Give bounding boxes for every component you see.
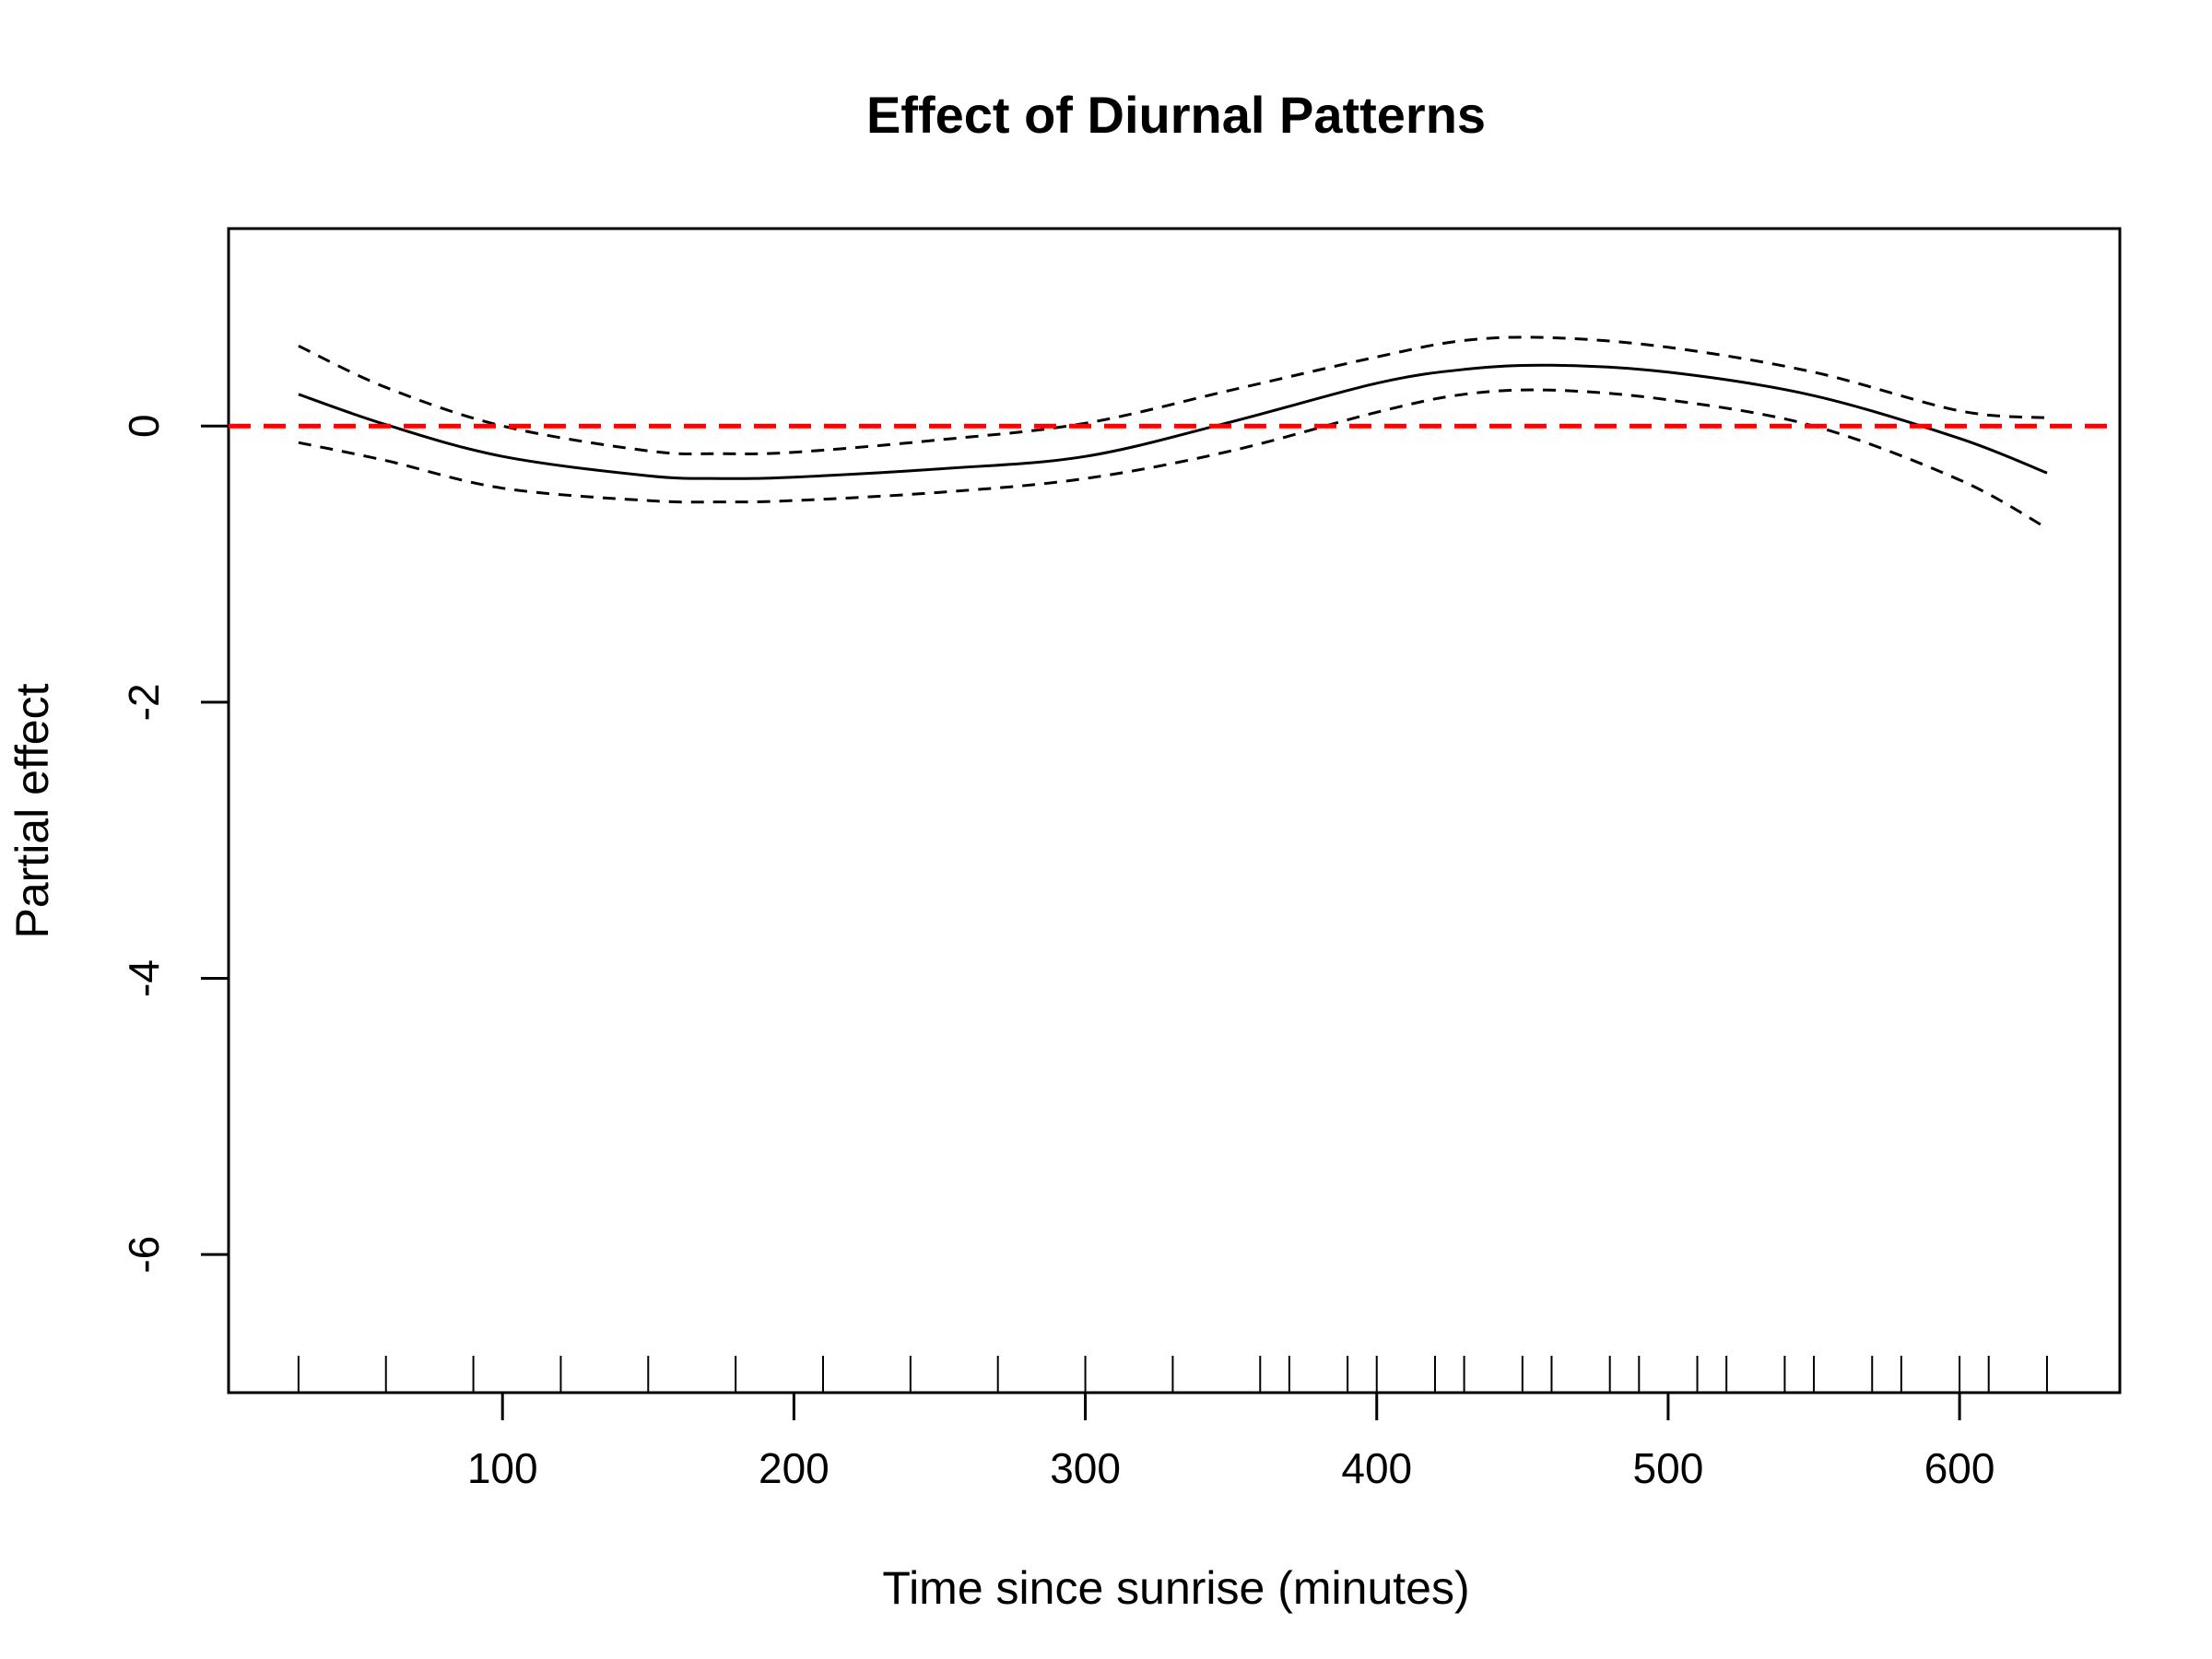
series-estimate-line — [298, 363, 2048, 480]
x-tick-label: 400 — [1341, 1444, 1412, 1492]
y-tick-label: -6 — [120, 1236, 168, 1274]
plot-area — [229, 335, 2120, 530]
x-tick-label: 100 — [467, 1444, 538, 1492]
y-axis-label: Partial effect — [6, 683, 58, 938]
series-upper-line — [298, 335, 2048, 456]
y-axis: 0 -2 -4 -6 — [120, 414, 230, 1274]
x-axis: 100 200 300 400 500 600 — [467, 1391, 1995, 1492]
x-tick-label: 600 — [1924, 1444, 1995, 1492]
y-tick-label: -4 — [120, 959, 168, 997]
x-tick-label: 300 — [1050, 1444, 1121, 1492]
rug — [297, 1356, 2048, 1393]
y-tick-label: -2 — [120, 683, 168, 721]
series-lower-line — [298, 388, 2048, 530]
chart-title: Effect of Diurnal Patterns — [866, 86, 1486, 144]
x-tick-label: 200 — [759, 1444, 830, 1492]
x-axis-label: Time since sunrise (minutes) — [882, 1562, 1469, 1614]
y-tick-label: 0 — [120, 414, 168, 438]
x-tick-label: 500 — [1633, 1444, 1704, 1492]
